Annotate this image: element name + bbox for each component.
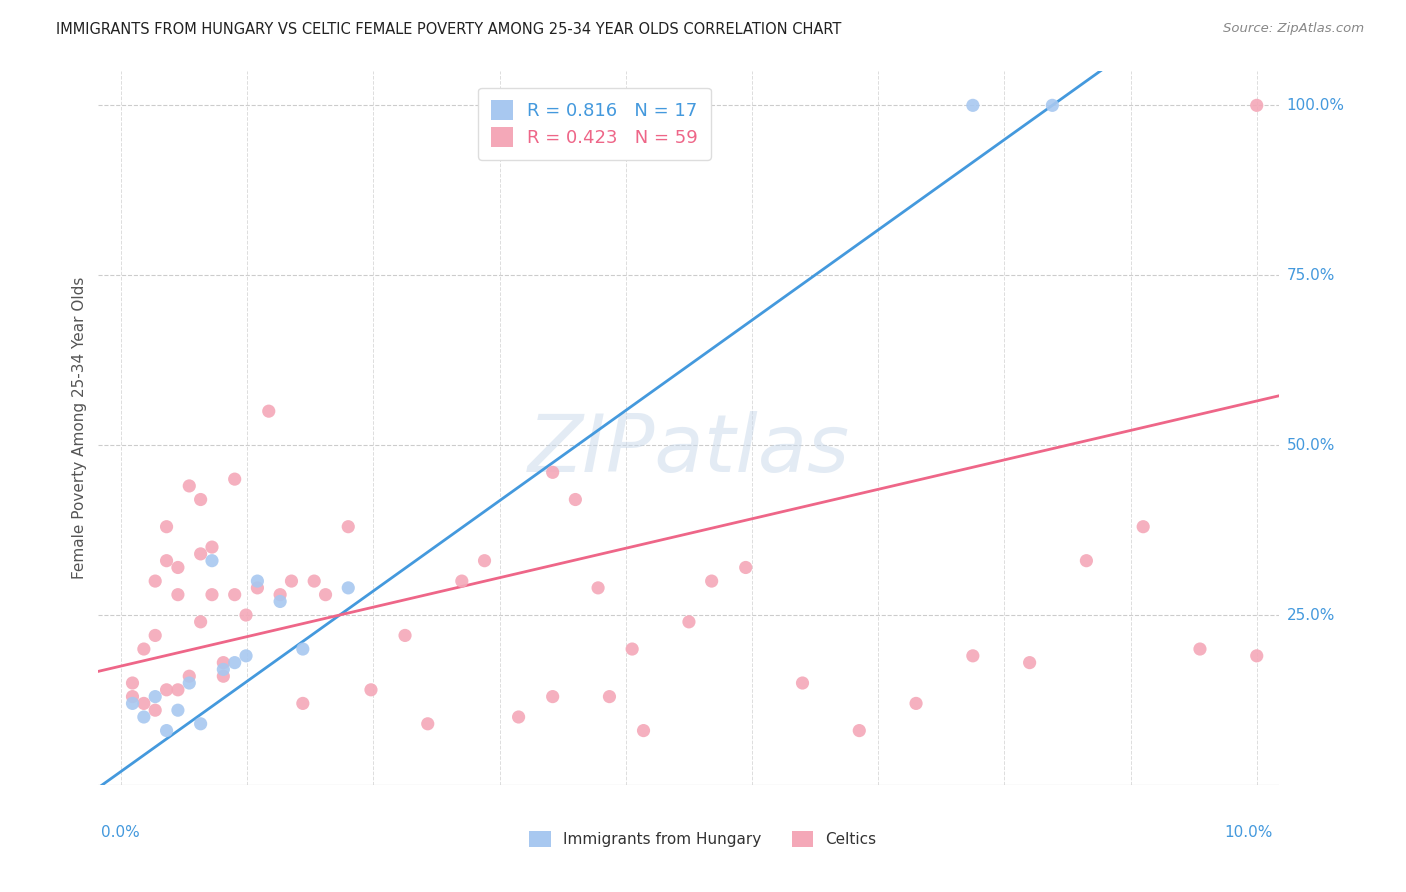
- Point: [564, 492, 586, 507]
- Point: [121, 690, 143, 704]
- Point: [1188, 642, 1211, 657]
- Point: [167, 560, 190, 574]
- Point: [224, 588, 246, 602]
- Point: [224, 656, 246, 670]
- Point: [360, 682, 382, 697]
- Point: [143, 628, 166, 642]
- Point: [132, 710, 155, 724]
- Point: [190, 716, 212, 731]
- Y-axis label: Female Poverty Among 25-34 Year Olds: Female Poverty Among 25-34 Year Olds: [72, 277, 87, 579]
- Legend: Immigrants from Hungary, Celtics: Immigrants from Hungary, Celtics: [523, 825, 883, 853]
- Point: [621, 642, 644, 657]
- Text: 25.0%: 25.0%: [1286, 607, 1334, 623]
- Text: 100.0%: 100.0%: [1286, 98, 1344, 113]
- Point: [541, 466, 564, 480]
- Point: [235, 608, 257, 623]
- Point: [848, 723, 870, 738]
- Point: [291, 642, 314, 657]
- Text: 50.0%: 50.0%: [1286, 438, 1334, 452]
- Point: [190, 547, 212, 561]
- Point: [633, 723, 655, 738]
- Point: [212, 669, 235, 683]
- Point: [155, 554, 177, 568]
- Point: [962, 98, 984, 112]
- Point: [337, 519, 360, 533]
- Point: [792, 676, 814, 690]
- Point: [280, 574, 302, 588]
- Point: [586, 581, 609, 595]
- Point: [143, 574, 166, 588]
- Text: 10.0%: 10.0%: [1225, 825, 1272, 839]
- Point: [1246, 648, 1268, 663]
- Point: [394, 628, 416, 642]
- Point: [1132, 519, 1154, 533]
- Point: [201, 554, 224, 568]
- Point: [224, 472, 246, 486]
- Point: [257, 404, 280, 418]
- Point: [416, 716, 439, 731]
- Point: [190, 615, 212, 629]
- Point: [291, 697, 314, 711]
- Point: [121, 676, 143, 690]
- Point: [302, 574, 325, 588]
- Point: [201, 588, 224, 602]
- Legend: R = 0.816   N = 17, R = 0.423   N = 59: R = 0.816 N = 17, R = 0.423 N = 59: [478, 87, 710, 160]
- Point: [179, 479, 201, 493]
- Point: [155, 682, 177, 697]
- Point: [1246, 98, 1268, 112]
- Point: [678, 615, 700, 629]
- Point: [1018, 656, 1040, 670]
- Point: [905, 697, 928, 711]
- Point: [598, 690, 620, 704]
- Point: [1040, 98, 1063, 112]
- Text: ZIPatlas: ZIPatlas: [527, 410, 851, 489]
- Point: [337, 581, 360, 595]
- Text: Source: ZipAtlas.com: Source: ZipAtlas.com: [1223, 22, 1364, 36]
- Point: [212, 662, 235, 676]
- Point: [167, 588, 190, 602]
- Point: [121, 697, 143, 711]
- Point: [450, 574, 472, 588]
- Point: [246, 581, 269, 595]
- Point: [269, 588, 291, 602]
- Point: [155, 723, 177, 738]
- Point: [315, 588, 337, 602]
- Text: IMMIGRANTS FROM HUNGARY VS CELTIC FEMALE POVERTY AMONG 25-34 YEAR OLDS CORRELATI: IMMIGRANTS FROM HUNGARY VS CELTIC FEMALE…: [56, 22, 842, 37]
- Point: [132, 697, 155, 711]
- Point: [190, 492, 212, 507]
- Point: [132, 642, 155, 657]
- Point: [541, 690, 564, 704]
- Point: [474, 554, 496, 568]
- Point: [700, 574, 723, 588]
- Point: [167, 682, 190, 697]
- Text: 75.0%: 75.0%: [1286, 268, 1334, 283]
- Point: [212, 656, 235, 670]
- Point: [962, 648, 984, 663]
- Point: [201, 540, 224, 554]
- Point: [155, 519, 177, 533]
- Point: [179, 669, 201, 683]
- Point: [143, 690, 166, 704]
- Point: [269, 594, 291, 608]
- Point: [246, 574, 269, 588]
- Point: [235, 648, 257, 663]
- Point: [1076, 554, 1098, 568]
- Point: [508, 710, 530, 724]
- Point: [179, 676, 201, 690]
- Point: [734, 560, 756, 574]
- Point: [167, 703, 190, 717]
- Text: 0.0%: 0.0%: [101, 825, 141, 839]
- Point: [143, 703, 166, 717]
